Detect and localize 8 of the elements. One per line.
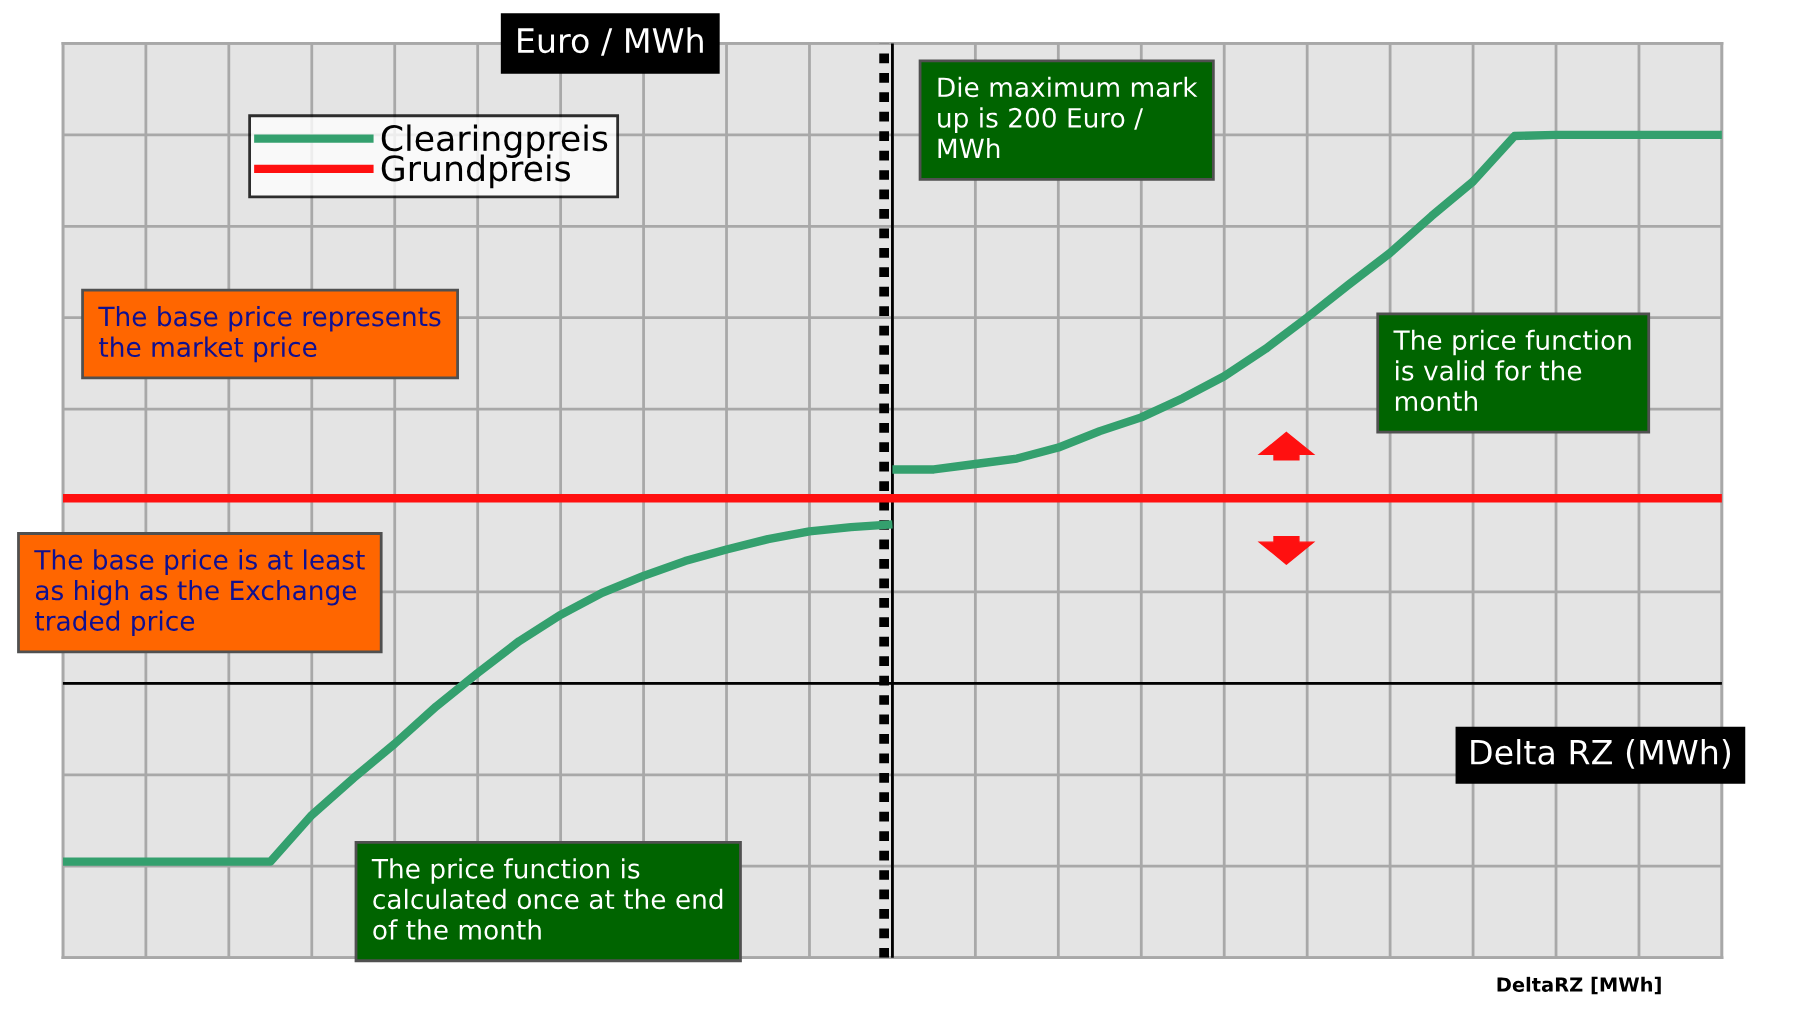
text: DeltaRZ [MWh]	[1497, 976, 1661, 995]
annotation: The base price is at least as high as the Exchange traded price	[34, 549, 365, 636]
annotation: Die maximum mark up is 200 Euro / MWh	[938, 76, 1198, 158]
annotation: The base price represents the market price	[98, 306, 441, 363]
y-axis-title: Euro / MWh	[518, 27, 703, 56]
annotation: The price function is calculated once at the end of the month	[371, 858, 723, 940]
annotation: The price function is valid for the month	[1393, 329, 1631, 412]
x-axis-title: Delta RZ (MWh)	[1471, 739, 1731, 769]
